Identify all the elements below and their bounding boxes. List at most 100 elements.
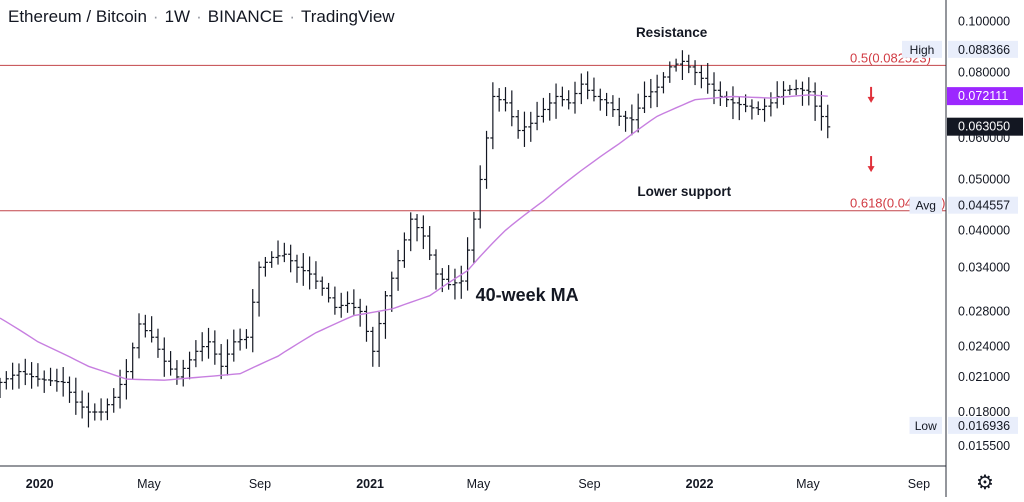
settings-gear-icon[interactable]: ⚙ bbox=[976, 472, 994, 494]
ohlc-bar bbox=[540, 97, 546, 123]
ohlc-bar bbox=[307, 256, 313, 290]
ohlc-bar bbox=[648, 78, 654, 109]
ohlc-bar bbox=[414, 214, 420, 242]
ohlc-bar bbox=[382, 291, 388, 339]
ohlc-bar bbox=[623, 110, 629, 132]
ohlc-bar bbox=[193, 340, 199, 368]
price-tick-label: 0.034000 bbox=[958, 260, 1010, 274]
ohlc-bar bbox=[610, 95, 616, 117]
ohlc-bar bbox=[471, 211, 477, 264]
ohlc-bar bbox=[212, 330, 218, 365]
ohlc-bar bbox=[597, 88, 603, 111]
ohlc-bar bbox=[679, 50, 685, 80]
ohlc-bar bbox=[67, 376, 73, 403]
ohlc-bar bbox=[218, 344, 224, 380]
ohlc-bar bbox=[104, 398, 110, 421]
ohlc-bar bbox=[54, 368, 60, 392]
ohlc-bar bbox=[768, 92, 774, 117]
price-value-chip bbox=[948, 40, 1018, 58]
ohlc-bar bbox=[616, 97, 622, 126]
ohlc-bar bbox=[433, 249, 439, 290]
price-tick-label: 0.080000 bbox=[958, 65, 1010, 79]
price-tick-label: 0.015500 bbox=[958, 439, 1010, 453]
ohlc-bar bbox=[401, 232, 407, 268]
ohlc-bar bbox=[389, 271, 395, 312]
price-tag-chip bbox=[909, 196, 942, 214]
ohlc-bar bbox=[3, 371, 9, 390]
ohlc-bar bbox=[806, 77, 812, 106]
ohlc-bar bbox=[117, 369, 123, 409]
ohlc-bar bbox=[515, 109, 521, 139]
price-tag-label: Low bbox=[915, 419, 937, 433]
ohlc-bar bbox=[711, 72, 717, 105]
ohlc-bar bbox=[547, 92, 553, 121]
ohlc-bar bbox=[629, 104, 635, 136]
ohlc-bar bbox=[231, 329, 237, 362]
ohlc-bar bbox=[98, 398, 104, 421]
ohlc-bar bbox=[237, 328, 243, 351]
ohlc-bar bbox=[142, 314, 148, 338]
ohlc-bar bbox=[762, 98, 768, 122]
ohlc-bar bbox=[35, 363, 41, 387]
ohlc-bar bbox=[79, 390, 85, 419]
ohlc-bar bbox=[269, 251, 275, 268]
interval-label[interactable]: 1W bbox=[164, 7, 191, 26]
symbol-title[interactable]: Ethereum / Bitcoin bbox=[8, 7, 147, 26]
chart-annotation: 40-week MA bbox=[476, 285, 579, 305]
time-tick-label: Sep bbox=[249, 477, 271, 491]
ohlc-bar bbox=[111, 388, 117, 413]
ohlc-bar bbox=[363, 305, 369, 342]
ohlc-bar bbox=[275, 240, 281, 265]
ohlc-bar bbox=[736, 96, 742, 121]
time-tick-label: May bbox=[796, 477, 820, 491]
down-arrow-icon bbox=[867, 166, 875, 173]
ohlc-bar bbox=[774, 81, 780, 109]
ohlc-bar bbox=[136, 313, 142, 359]
ohlc-bar bbox=[199, 332, 205, 362]
price-value-label: 0.044557 bbox=[958, 199, 1010, 213]
ohlc-bar bbox=[642, 81, 648, 114]
price-badge bbox=[947, 117, 1023, 136]
price-tick-label: 0.028000 bbox=[958, 304, 1010, 318]
ohlc-bar bbox=[256, 261, 262, 317]
ohlc-bar bbox=[345, 291, 351, 313]
ohlc-bar bbox=[566, 90, 572, 110]
ohlc-bar bbox=[155, 328, 161, 358]
ohlc-bar bbox=[85, 392, 91, 428]
ohlc-bar bbox=[799, 81, 805, 106]
ohlc-bar bbox=[41, 370, 47, 393]
ohlc-bar bbox=[692, 60, 698, 86]
ohlc-bar bbox=[490, 82, 496, 150]
ohlc-bar bbox=[755, 101, 761, 115]
ohlc-bar bbox=[420, 215, 426, 250]
ohlc-bar bbox=[92, 403, 98, 421]
ohlc-bar bbox=[29, 362, 35, 389]
price-badge-label: 0.063050 bbox=[958, 120, 1010, 134]
ohlc-bar bbox=[717, 81, 723, 106]
ohlc-bar bbox=[484, 130, 490, 189]
ohlc-bar bbox=[465, 237, 471, 291]
ohlc-bar bbox=[48, 367, 54, 386]
ohlc-bar bbox=[730, 86, 736, 120]
ohlc-bar bbox=[818, 91, 824, 131]
ohlc-bar bbox=[288, 244, 294, 273]
ohlc-bar bbox=[812, 82, 818, 121]
ohlc-bar bbox=[604, 92, 610, 117]
ohlc-bar bbox=[224, 339, 230, 376]
ohlc-bar bbox=[458, 265, 464, 299]
ohlc-bar bbox=[673, 58, 679, 72]
price-axis-bg bbox=[947, 0, 1024, 497]
ohlc-bar bbox=[180, 359, 186, 387]
ohlc-bar bbox=[313, 261, 319, 289]
ohlc-bar bbox=[370, 326, 376, 367]
ohlc-bar bbox=[825, 104, 831, 139]
ohlc-bar bbox=[446, 265, 452, 290]
chart-header: Ethereum / Bitcoin · 1W · BINANCE · TradingVie… bbox=[8, 7, 395, 26]
price-value-label: 0.016936 bbox=[958, 419, 1010, 433]
ohlc-bar bbox=[174, 360, 180, 385]
price-value-chip bbox=[948, 196, 1018, 214]
ohlc-bar bbox=[73, 377, 79, 415]
time-tick-label: 2020 bbox=[26, 477, 54, 491]
